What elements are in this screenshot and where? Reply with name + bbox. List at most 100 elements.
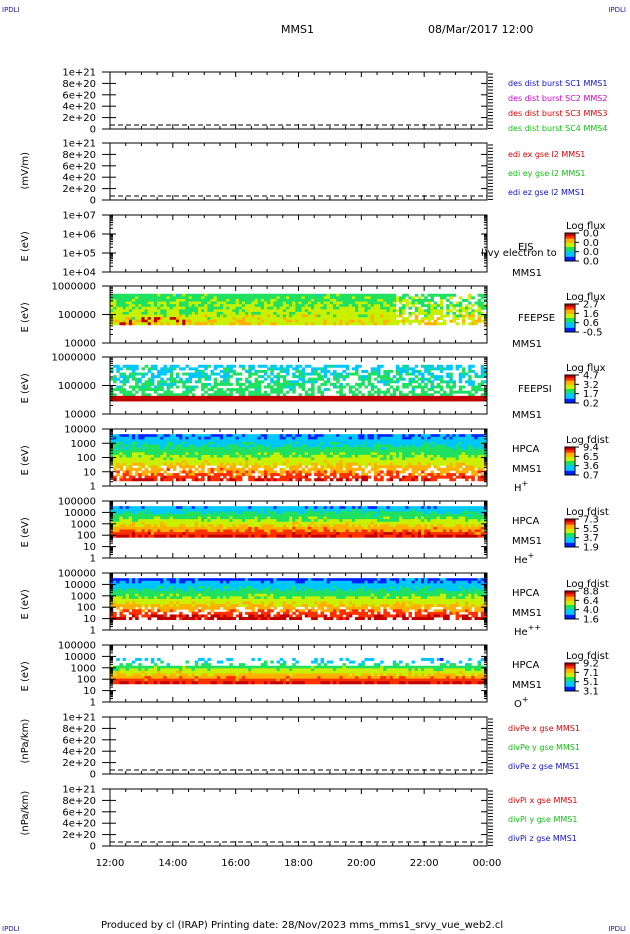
- spectrogram-cell: [373, 462, 378, 466]
- spectrogram-cell: [439, 388, 444, 392]
- spectrogram-cell: [461, 385, 466, 389]
- spectrogram-cell: [169, 395, 174, 399]
- spectrogram-cell: [383, 465, 387, 469]
- spectrogram-cell: [172, 377, 177, 381]
- spectrogram-cell: [361, 301, 365, 305]
- spectrogram-cell: [204, 372, 208, 376]
- spectrogram-cell: [150, 388, 155, 392]
- spectrogram-cell: [449, 301, 453, 305]
- spectrogram-cell: [163, 311, 167, 315]
- spectrogram-cell: [383, 314, 387, 318]
- spectrogram-cell: [226, 317, 230, 321]
- spectrogram-cell: [188, 296, 193, 300]
- spectrogram-cell: [364, 293, 369, 297]
- spectrogram-cell: [188, 388, 193, 392]
- spectrogram-cell: [311, 390, 315, 394]
- spectrogram-cell: [342, 434, 347, 438]
- spectrogram-cell: [157, 388, 161, 392]
- spectrogram-cell: [304, 436, 309, 440]
- colorbar-segment: [565, 396, 575, 398]
- spectrogram-cell: [289, 317, 293, 321]
- spectrogram-cell: [185, 388, 189, 392]
- spectrogram-cell: [355, 444, 359, 448]
- spectrogram-cell: [392, 319, 397, 323]
- spectrogram-cell: [452, 434, 456, 438]
- spectrogram-cell: [241, 454, 246, 458]
- spectrogram-cell: [166, 473, 171, 477]
- spectrogram-cell: [257, 434, 262, 438]
- spectrogram-cell: [128, 454, 133, 458]
- spectrogram-cell: [160, 447, 164, 451]
- spectrogram-cell: [348, 306, 353, 310]
- spectrogram-cell: [373, 296, 378, 300]
- spectrogram-cell: [235, 447, 240, 451]
- spectrogram-cell: [304, 306, 309, 310]
- spectrogram-cell: [276, 377, 281, 381]
- spectrogram-cell: [367, 375, 372, 379]
- spectrogram-cell: [182, 304, 186, 308]
- spectrogram-cell: [175, 457, 180, 461]
- spectrogram-cell: [113, 309, 117, 313]
- spectrogram-cell: [172, 457, 177, 461]
- spectrogram-cell: [298, 475, 303, 479]
- spectrogram-cell: [122, 439, 127, 443]
- spectrogram-cell: [289, 298, 293, 302]
- spectrogram-cell: [279, 395, 284, 399]
- spectrogram-cell: [282, 311, 287, 315]
- spectrogram-cell: [389, 439, 394, 443]
- spectrogram-cell: [260, 460, 265, 464]
- spectrogram-cell: [402, 293, 406, 297]
- spectrogram-cell: [465, 462, 469, 466]
- spectrogram-cell: [370, 447, 375, 451]
- spectrogram-cell: [392, 380, 397, 384]
- spectrogram-cell: [433, 478, 438, 482]
- spectrogram-cell: [213, 398, 218, 402]
- spectrogram-cell: [348, 447, 353, 451]
- spectrogram-cell: [468, 465, 472, 469]
- spectrogram-cell: [301, 377, 306, 381]
- spectrogram-cell: [125, 473, 130, 477]
- spectrogram-cell: [289, 398, 293, 402]
- spectrogram-cell: [326, 395, 331, 399]
- spectrogram-cell: [358, 375, 362, 379]
- spectrogram-cell: [295, 452, 299, 456]
- spectrogram-cell: [279, 314, 284, 318]
- spectrogram-cell: [373, 441, 378, 445]
- spectrogram-cell: [355, 298, 359, 302]
- spectrogram-cell: [116, 452, 120, 456]
- spectrogram-cell: [263, 462, 268, 466]
- spectrogram-cell: [389, 296, 394, 300]
- spectrogram-cell: [443, 434, 447, 438]
- spectrogram-cell: [411, 452, 416, 456]
- spectrogram-cell: [223, 377, 227, 381]
- spectrogram-cell: [182, 309, 186, 313]
- spectrogram-cell: [263, 398, 268, 402]
- spectrogram-cell: [276, 309, 281, 313]
- spectrogram-cell: [414, 364, 419, 368]
- spectrogram-cell: [223, 317, 227, 321]
- colorbar-title: Log flux: [566, 292, 606, 303]
- spectrogram-cell: [326, 301, 331, 305]
- spectrogram-cell: [157, 434, 161, 438]
- spectrogram-cell: [295, 395, 299, 399]
- spectrogram-cell: [314, 478, 318, 482]
- spectrogram-cell: [314, 377, 318, 381]
- spectrogram-cell: [273, 449, 277, 453]
- spectrogram-cell: [373, 478, 378, 482]
- spectrogram-cell: [461, 457, 466, 461]
- spectrogram-cell: [358, 436, 362, 440]
- spectrogram-cell: [471, 475, 475, 479]
- spectrogram-cell: [282, 293, 287, 297]
- spectrogram-cell: [147, 322, 152, 326]
- colorbar-tick-label: 2.7: [583, 300, 599, 311]
- spectrogram-cell: [345, 444, 350, 448]
- spectrogram-cell: [402, 454, 406, 458]
- spectrogram-cell: [458, 465, 463, 469]
- spectrogram-cell: [248, 372, 252, 376]
- spectrogram-cell: [201, 465, 205, 469]
- spectrogram-cell: [150, 306, 155, 310]
- spectrogram-cell: [248, 314, 252, 318]
- spectrogram-cell: [320, 473, 325, 477]
- spectrogram-cell: [110, 311, 114, 315]
- spectrogram-cell: [270, 380, 274, 384]
